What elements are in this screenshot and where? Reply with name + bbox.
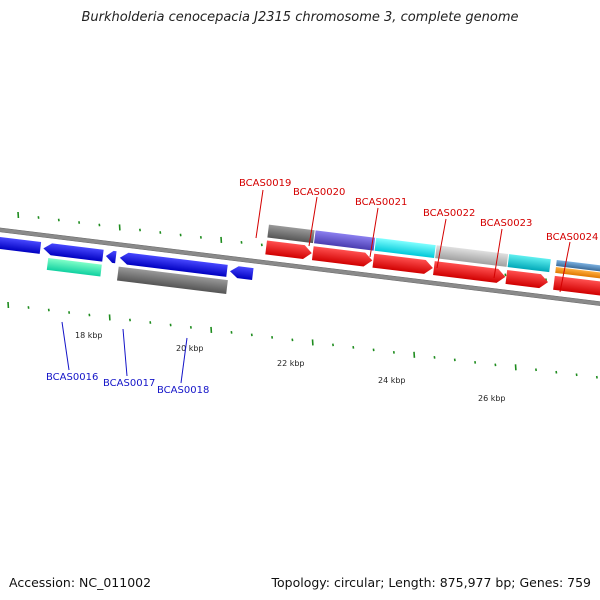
gene-label-bcas0023[interactable]: BCAS0023 <box>480 218 532 229</box>
cds-arrow-2[interactable] <box>311 246 373 267</box>
leader-bcas0018 <box>180 337 188 384</box>
gene-label-bcas0018[interactable]: BCAS0018 <box>157 385 209 396</box>
kbp-label: 24 kbp <box>378 376 406 385</box>
backbone-group <box>0 221 600 314</box>
feature-bcas0017[interactable] <box>117 266 228 294</box>
cds-arrow-3[interactable] <box>372 253 433 275</box>
bottom-leader-lines <box>61 321 188 384</box>
leader-bcas0024 <box>559 241 571 293</box>
leader-bcas0019 <box>255 189 264 239</box>
kbp-label: 26 kbp <box>478 394 506 403</box>
forward-features <box>265 224 600 299</box>
feature-bcas0024-a[interactable] <box>556 259 600 275</box>
cds-arrow-1[interactable] <box>265 240 312 261</box>
top-gene-labels: BCAS0019 BCAS0020 BCAS0021 BCAS0022 BCAS… <box>239 178 598 243</box>
leader-bcas0017 <box>122 328 128 377</box>
leader-bcas0020 <box>308 196 318 247</box>
leader-bcas0021 <box>369 207 379 258</box>
kbp-label: 20 kbp <box>176 344 204 353</box>
bottom-gene-labels: BCAS0016 BCAS0017 BCAS0018 <box>46 372 209 396</box>
reverse-arrow-1[interactable] <box>0 230 42 254</box>
leader-bcas0022 <box>436 218 447 269</box>
gene-label-bcas0021[interactable]: BCAS0021 <box>355 197 407 208</box>
cds-arrow-5[interactable] <box>505 270 549 289</box>
gene-label-bcas0019[interactable]: BCAS0019 <box>239 178 291 189</box>
inner-scale-ticks <box>7 301 598 379</box>
cds-arrow-6[interactable] <box>553 275 600 299</box>
top-leader-lines <box>255 189 571 293</box>
feature-bcas0021[interactable] <box>374 237 436 259</box>
gene-label-bcas0016[interactable]: BCAS0016 <box>46 372 98 383</box>
kbp-label: 18 kbp <box>75 331 103 340</box>
feature-bcas0024-b[interactable] <box>555 266 600 282</box>
gene-label-bcas0024[interactable]: BCAS0024 <box>546 232 598 243</box>
reverse-arrow-5[interactable] <box>229 265 254 281</box>
cds-arrow-4[interactable] <box>433 261 506 284</box>
feature-bcas0020[interactable] <box>314 230 376 251</box>
reverse-features <box>0 230 254 294</box>
kbp-label: 22 kbp <box>277 359 305 368</box>
reverse-arrow-4[interactable] <box>119 252 228 277</box>
gene-label-bcas0022[interactable]: BCAS0022 <box>423 208 475 219</box>
sequence-backbone <box>0 221 600 314</box>
gene-label-bcas0020[interactable]: BCAS0020 <box>293 187 345 198</box>
leader-bcas0023 <box>493 228 503 279</box>
genome-summary-text: Topology: circular; Length: 875,977 bp; … <box>271 575 592 590</box>
gene-label-bcas0017[interactable]: BCAS0017 <box>103 378 155 389</box>
feature-bcas0016[interactable] <box>46 258 102 277</box>
feature-bcas0019[interactable] <box>267 224 315 244</box>
leader-bcas0016 <box>61 321 70 371</box>
feature-bcas0023[interactable] <box>507 254 551 273</box>
reverse-arrow-3[interactable] <box>105 250 117 264</box>
map-title: Burkholderia cenocepacia J2315 chromosom… <box>81 10 519 25</box>
kbp-scale: 18 kbp 20 kbp 22 kbp 24 kbp 26 kbp <box>75 331 506 403</box>
reverse-arrow-2[interactable] <box>43 242 104 262</box>
feature-bcas0022[interactable] <box>435 245 509 267</box>
accession-text: Accession: NC_011002 <box>9 575 152 590</box>
